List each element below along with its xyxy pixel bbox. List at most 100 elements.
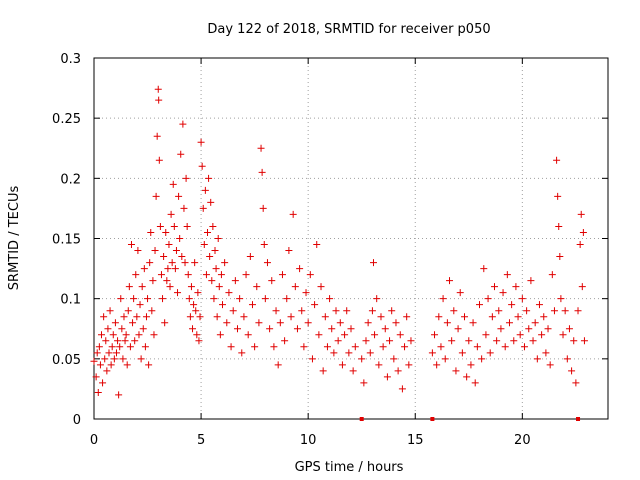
data-point: [456, 289, 464, 297]
data-point: [112, 349, 120, 357]
data-point: [448, 337, 456, 345]
data-point: [407, 337, 415, 345]
data-point: [390, 355, 398, 363]
data-point: [213, 313, 221, 321]
data-point: [304, 319, 312, 327]
data-point: [366, 349, 374, 357]
data-point: [321, 313, 329, 321]
data-point: [132, 271, 140, 279]
data-point: [186, 313, 194, 321]
y-tick-label: 0.2: [60, 172, 81, 187]
data-point: [115, 391, 123, 399]
data-point: [97, 331, 105, 339]
data-point: [450, 307, 458, 315]
data-point: [231, 277, 239, 285]
data-point: [181, 259, 189, 267]
chart-title: Day 122 of 2018, SRMTID for receiver p05…: [207, 22, 490, 37]
data-point: [238, 349, 246, 357]
data-point: [268, 277, 276, 285]
data-point: [136, 301, 144, 309]
data-point: [167, 210, 175, 218]
zero-value-marker: [430, 417, 435, 421]
data-point: [90, 357, 98, 365]
data-point: [210, 295, 218, 303]
data-point: [118, 325, 126, 333]
y-tick-label: 0.15: [52, 233, 81, 248]
data-point: [394, 367, 402, 375]
data-point: [572, 379, 580, 387]
data-point: [278, 271, 286, 279]
data-point: [281, 337, 289, 345]
data-point: [110, 355, 118, 363]
data-point: [298, 307, 306, 315]
data-point: [137, 355, 145, 363]
data-point: [469, 319, 477, 327]
data-point: [577, 210, 585, 218]
data-point: [127, 241, 135, 249]
data-point: [255, 319, 263, 327]
data-point: [114, 337, 122, 345]
data-point: [201, 186, 209, 194]
axis-ticks: [93, 57, 608, 420]
y-tick-label: 0.1: [60, 293, 81, 308]
data-point: [204, 228, 212, 236]
x-tick-label: 10: [300, 433, 317, 448]
data-point: [319, 367, 327, 375]
data-point: [202, 271, 210, 279]
data-point: [194, 289, 202, 297]
data-point: [120, 313, 128, 321]
data-point: [578, 283, 586, 291]
data-point: [527, 277, 535, 285]
data-point: [119, 355, 127, 363]
data-point: [454, 325, 462, 333]
data-point: [129, 319, 137, 327]
data-point: [493, 337, 501, 345]
data-point: [544, 325, 552, 333]
x-tick-label: 0: [90, 433, 98, 448]
data-point: [323, 343, 331, 351]
data-point: [371, 331, 379, 339]
data-point: [328, 325, 336, 333]
data-point: [285, 247, 293, 255]
data-point: [437, 343, 445, 351]
data-point: [155, 96, 163, 104]
data-point: [92, 373, 100, 381]
data-point: [334, 337, 342, 345]
data-point: [155, 156, 163, 164]
data-point: [182, 174, 190, 182]
data-point: [246, 253, 254, 261]
data-point: [559, 331, 567, 339]
data-point: [379, 343, 387, 351]
data-point: [93, 349, 101, 357]
x-tick-label: 20: [514, 433, 531, 448]
data-point: [499, 289, 507, 297]
data-point: [368, 307, 376, 315]
data-point: [377, 313, 385, 321]
data-point: [171, 265, 179, 273]
data-point: [439, 295, 447, 303]
data-point: [199, 204, 207, 212]
data-point: [209, 222, 217, 230]
data-point: [388, 307, 396, 315]
data-point: [179, 120, 187, 128]
data-point: [223, 319, 231, 327]
data-point: [308, 355, 316, 363]
data-point: [375, 361, 383, 369]
data-point: [102, 337, 110, 345]
y-tick-label: 0: [73, 413, 81, 428]
data-point: [296, 265, 304, 273]
data-point: [274, 361, 282, 369]
data-point: [257, 144, 265, 152]
data-point: [480, 265, 488, 273]
data-point: [236, 295, 244, 303]
data-point: [478, 355, 486, 363]
data-point: [168, 259, 176, 267]
data-point: [435, 313, 443, 321]
data-point: [349, 367, 357, 375]
data-point: [441, 355, 449, 363]
data-point: [293, 325, 301, 333]
data-point: [554, 192, 562, 200]
data-point: [501, 343, 509, 351]
data-point: [219, 301, 226, 309]
